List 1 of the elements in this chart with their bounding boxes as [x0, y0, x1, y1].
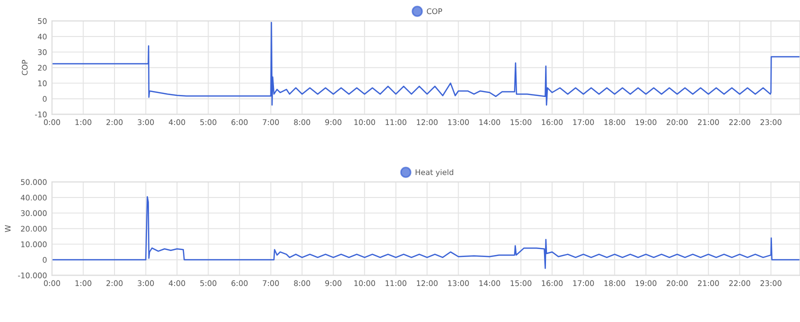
line-series [52, 196, 800, 269]
